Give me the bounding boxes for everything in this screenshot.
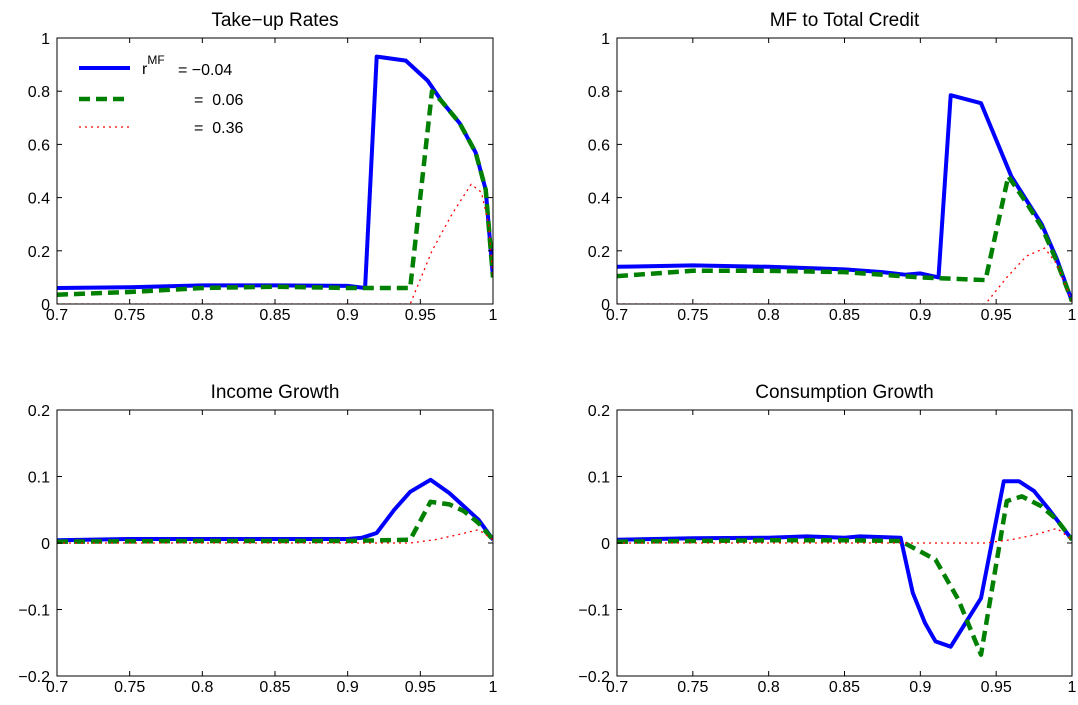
legend-prefix: rMF bbox=[142, 53, 165, 78]
x-tick-label: 0.9 bbox=[337, 679, 359, 696]
x-tick-label: 0.7 bbox=[606, 307, 628, 324]
y-tick-label: 0 bbox=[41, 297, 50, 314]
y-tick-label: 1 bbox=[601, 31, 610, 48]
legend-entry-label: = 0.06 bbox=[194, 92, 243, 109]
y-tick-label: −0.2 bbox=[578, 669, 610, 686]
series-line-dotted bbox=[57, 183, 493, 304]
y-tick-label: 0 bbox=[601, 297, 610, 314]
x-tick-label: 0.75 bbox=[114, 307, 145, 324]
y-tick-label: −0.2 bbox=[18, 669, 50, 686]
x-tick-label: 0.95 bbox=[405, 307, 436, 324]
y-tick-label: 0 bbox=[41, 536, 50, 553]
series-line-dashed bbox=[57, 88, 493, 297]
chart-title: Income Growth bbox=[211, 382, 340, 403]
chart-panel-4: Consumption Growth 0.7 0.75 0.8 0.85 0.9 0.95 1… bbox=[578, 382, 1076, 696]
x-tick-label: 1 bbox=[1068, 307, 1077, 324]
series-line-dashed bbox=[57, 499, 493, 544]
y-tick-label: −0.1 bbox=[18, 603, 50, 620]
y-tick-label: 0.2 bbox=[28, 403, 50, 420]
x-tick-label: 0.7 bbox=[46, 307, 68, 324]
legend-entry-label: = −0.04 bbox=[178, 62, 232, 79]
y-tick-label: 0.2 bbox=[588, 403, 610, 420]
x-tick-label: 0.9 bbox=[909, 679, 931, 696]
chart-title: Take−up Rates bbox=[211, 10, 338, 31]
x-tick-label: 0.7 bbox=[46, 679, 68, 696]
y-tick-label: 0.4 bbox=[28, 191, 50, 208]
y-tick-label: 0.2 bbox=[588, 244, 610, 261]
x-tick-label: 0.8 bbox=[758, 679, 780, 696]
series-line-dashed bbox=[617, 494, 1072, 657]
x-tick-label: 0.95 bbox=[981, 307, 1012, 324]
x-tick-label: 1 bbox=[489, 679, 498, 696]
series-line-solid bbox=[617, 479, 1072, 649]
x-tick-label: 0.85 bbox=[259, 679, 290, 696]
y-tick-label: 0.1 bbox=[28, 470, 50, 487]
y-tick-label: −0.1 bbox=[578, 603, 610, 620]
x-tick-label: 0.8 bbox=[758, 307, 780, 324]
chart-title: MF to Total Credit bbox=[770, 10, 920, 31]
series-line-solid bbox=[57, 54, 493, 290]
series-line-solid bbox=[617, 93, 1072, 302]
x-tick-label: 1 bbox=[489, 307, 498, 324]
x-tick-label: 0.95 bbox=[981, 679, 1012, 696]
y-tick-label: 0.1 bbox=[588, 470, 610, 487]
chart-panel-2: MF to Total Credit 0.7 0.75 0.8 0.85 0.9 0.95 1… bbox=[588, 10, 1077, 324]
y-tick-label: 0.6 bbox=[588, 137, 610, 154]
chart-panel-1: Take−up Rates 0.7 0.75 0.8 0.85 0.9 0.95 1 0 0.2 0… bbox=[28, 10, 498, 324]
x-tick-label: 1 bbox=[1068, 679, 1077, 696]
legend-entry-label: = 0.36 bbox=[194, 120, 243, 137]
x-tick-label: 0.95 bbox=[405, 679, 436, 696]
y-tick-label: 0.8 bbox=[28, 84, 50, 101]
chart-panel-3: Income Growth 0.7 0.75 0.8 0.85 0.9 0.95 1 −0.2 −… bbox=[18, 382, 497, 696]
x-tick-label: 0.9 bbox=[909, 307, 931, 324]
series-line-dotted bbox=[617, 527, 1072, 544]
x-tick-label: 0.85 bbox=[829, 307, 860, 324]
x-tick-label: 0.75 bbox=[677, 679, 708, 696]
legend: rMF = −0.04 = 0.06 = 0.36 bbox=[79, 53, 243, 137]
y-tick-label: 0.8 bbox=[588, 84, 610, 101]
series-line-solid bbox=[57, 477, 493, 543]
y-tick-label: 1 bbox=[41, 31, 50, 48]
x-tick-label: 0.8 bbox=[191, 307, 213, 324]
x-tick-label: 0.85 bbox=[829, 679, 860, 696]
x-tick-label: 0.75 bbox=[114, 679, 145, 696]
y-tick-label: 0.4 bbox=[588, 191, 610, 208]
series-line-dotted bbox=[57, 529, 493, 544]
x-tick-label: 0.75 bbox=[677, 307, 708, 324]
x-tick-label: 0.7 bbox=[606, 679, 628, 696]
series-line-dotted bbox=[617, 247, 1072, 304]
chart-title: Consumption Growth bbox=[755, 382, 933, 403]
y-tick-label: 0 bbox=[601, 536, 610, 553]
x-tick-label: 0.9 bbox=[337, 307, 359, 324]
x-tick-label: 0.85 bbox=[259, 307, 290, 324]
y-tick-label: 0.6 bbox=[28, 137, 50, 154]
y-tick-label: 0.2 bbox=[28, 244, 50, 261]
x-tick-label: 0.8 bbox=[191, 679, 213, 696]
series-line-dashed bbox=[617, 174, 1072, 303]
